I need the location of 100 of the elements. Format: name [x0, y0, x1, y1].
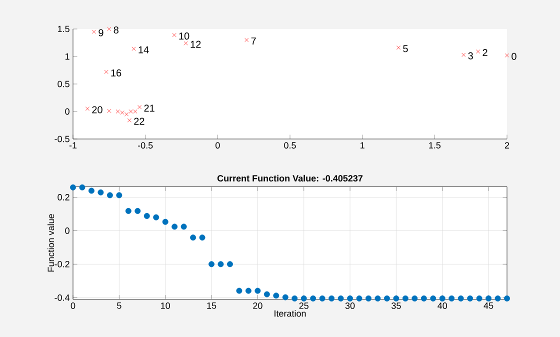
annotation: 20 [92, 106, 102, 114]
point [138, 105, 142, 110]
point [393, 295, 400, 302]
y-tick-label: 0.5 [58, 80, 70, 88]
annotation: 22 [134, 118, 144, 125]
point [420, 295, 427, 302]
annotation: 0 [512, 52, 516, 60]
x-tick-label: 45 [484, 302, 494, 309]
y-tick-label: 0 [65, 108, 70, 115]
point [107, 108, 112, 113]
annotation: 7 [251, 38, 256, 44]
x-tick-label: 0 [70, 302, 76, 309]
annotation: 3 [468, 52, 473, 60]
point [104, 70, 108, 74]
point [328, 295, 335, 302]
point [162, 218, 168, 225]
y-tick-label: 1 [65, 53, 70, 60]
point [208, 261, 215, 268]
point [396, 46, 401, 50]
y-tick-label: 1.5 [58, 26, 70, 32]
x-tick-label: 25 [299, 302, 308, 309]
point [494, 295, 501, 302]
y-tick-label: -0.2 [54, 260, 70, 268]
point [254, 288, 261, 294]
chart-title: Current Function Value: -0.405237 [217, 174, 363, 182]
point [85, 106, 90, 111]
point [127, 118, 132, 122]
point [264, 291, 270, 298]
point [244, 38, 249, 42]
x-tick-label: 40 [438, 302, 448, 309]
point [347, 295, 354, 302]
point [300, 295, 307, 302]
point [412, 295, 418, 302]
point [462, 52, 466, 57]
point [504, 295, 510, 302]
point [190, 234, 196, 241]
point [218, 261, 224, 268]
point [172, 224, 178, 230]
point [236, 288, 242, 294]
annotation: 5 [403, 45, 408, 52]
x-tick-label: 35 [392, 302, 401, 309]
point [153, 214, 160, 220]
point [448, 295, 455, 302]
x-tick-label: -0.5 [138, 142, 153, 149]
x-axis-title: Iteration [274, 310, 306, 317]
x-tick-label: 1.5 [429, 142, 441, 148]
point [134, 208, 141, 214]
point [226, 261, 233, 268]
annotation: 14 [138, 46, 149, 54]
x-tick-label: 15 [207, 302, 216, 309]
point [292, 295, 298, 302]
point [184, 41, 188, 46]
point [319, 295, 326, 302]
annotation: 16 [111, 69, 122, 76]
x-tick-label: 1 [360, 142, 364, 148]
y-axis-title: Function value [47, 214, 54, 272]
annotation: 9 [98, 29, 104, 36]
point [458, 295, 464, 302]
annotation: 2 [482, 49, 488, 56]
point [476, 295, 482, 302]
point [504, 53, 510, 58]
point [172, 33, 176, 38]
point [124, 112, 129, 116]
point [180, 224, 187, 230]
x-tick-label: 2 [504, 142, 510, 148]
point [70, 184, 76, 190]
point [365, 295, 372, 302]
y-tick-label: -0.5 [54, 136, 70, 142]
x-tick-label: -1 [69, 142, 77, 148]
point [273, 292, 280, 299]
point [245, 288, 252, 294]
point [282, 294, 288, 300]
x-tick-label: 30 [345, 302, 355, 309]
point [310, 295, 316, 302]
x-tick-label: 5 [117, 302, 122, 309]
point [467, 295, 474, 302]
point [439, 295, 446, 302]
annotation: 12 [190, 40, 201, 48]
point [79, 184, 86, 190]
point [338, 295, 344, 302]
x-tick-label: 10 [161, 302, 170, 309]
x-tick-label: 0 [216, 142, 220, 149]
point [92, 30, 96, 34]
point [98, 189, 104, 196]
point [199, 234, 206, 241]
point [107, 26, 112, 32]
y-tick-label: 0.2 [58, 194, 70, 200]
point [88, 188, 94, 194]
point [374, 295, 381, 302]
point [132, 46, 136, 51]
point [430, 295, 436, 302]
point [144, 212, 150, 219]
point [476, 50, 480, 54]
point [384, 295, 390, 302]
annotation: 10 [179, 32, 190, 40]
y-tick-label: -0.4 [54, 294, 70, 301]
annotation: 21 [144, 104, 154, 112]
point [486, 295, 492, 302]
x-tick-label: 20 [253, 302, 262, 309]
annotation: 8 [114, 26, 118, 34]
